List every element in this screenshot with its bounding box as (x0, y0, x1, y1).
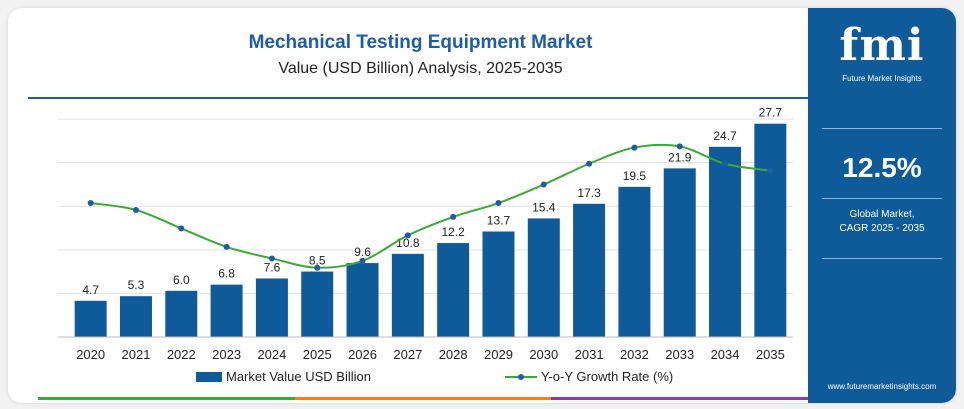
bar-2032 (618, 186, 651, 337)
title-divider (28, 97, 813, 99)
chart-area: Mechanical Testing Equipment Market Valu… (28, 26, 813, 403)
data-label-2034: 24.7 (713, 129, 737, 143)
legend-item-growth-rate: Y-o-Y Growth Rate (%) (505, 369, 673, 384)
growth-point-2021 (132, 206, 139, 213)
bar-2022 (165, 290, 198, 337)
x-tick-2032: 2032 (620, 347, 649, 362)
data-label-2030: 15.4 (532, 200, 556, 214)
side-panel: fmi Future Market Insights 12.5% Global … (808, 8, 956, 403)
growth-point-2033 (676, 143, 683, 150)
growth-point-2024 (268, 255, 275, 262)
bar-2028 (437, 243, 470, 337)
x-tick-2033: 2033 (665, 347, 694, 362)
legend-item-market-value: Market Value USD Billion (196, 369, 371, 384)
logo-letters: fmi (839, 20, 925, 71)
side-divider-top (822, 128, 942, 129)
bar-2029 (482, 231, 515, 337)
growth-point-2027 (404, 232, 411, 239)
legend-label-growth-rate: Y-o-Y Growth Rate (%) (541, 369, 674, 384)
cagr-label-line1: Global Market, (849, 209, 915, 220)
x-tick-2034: 2034 (711, 347, 740, 362)
chart-legend: Market Value USD Billion Y-o-Y Growth Ra… (28, 369, 813, 389)
bar-2034 (709, 146, 742, 337)
strip-segment-green (38, 397, 295, 400)
color-strip (38, 397, 809, 400)
x-tick-2030: 2030 (529, 347, 558, 362)
bar-2023 (210, 284, 243, 337)
data-label-2033: 21.9 (668, 150, 692, 164)
strip-segment-purple (551, 397, 809, 400)
bar-2031 (573, 203, 606, 337)
side-divider-middle (822, 198, 942, 199)
data-label-2032: 19.5 (623, 169, 647, 183)
side-divider-bottom (822, 258, 942, 259)
x-tick-2022: 2022 (167, 347, 196, 362)
cagr-label: Global Market, CAGR 2025 - 2035 (808, 208, 956, 236)
fmi-logo: fmi Future Market Insights (808, 20, 956, 84)
growth-point-2030 (540, 181, 547, 188)
x-tick-2029: 2029 (484, 347, 513, 362)
data-label-2023: 6.8 (218, 267, 235, 281)
data-label-2020: 4.7 (82, 283, 99, 297)
data-label-2022: 6.0 (173, 273, 190, 287)
bar-2033 (663, 168, 696, 337)
strip-segment-orange (294, 397, 552, 400)
x-tick-2031: 2031 (575, 347, 604, 362)
x-tick-2025: 2025 (303, 347, 332, 362)
growth-point-2028 (450, 213, 457, 220)
growth-point-2023 (223, 243, 230, 250)
legend-label-market-value: Market Value USD Billion (226, 369, 371, 384)
chart-title: Mechanical Testing Equipment Market (248, 32, 593, 53)
cagr-value: 12.5% (842, 152, 922, 183)
growth-point-2025 (314, 264, 321, 271)
bar-2027 (391, 253, 424, 337)
growth-rate-line (90, 143, 771, 269)
x-tick-2026: 2026 (348, 347, 377, 362)
data-label-2025: 8.5 (309, 254, 326, 268)
chart-subtitle: Value (USD Billion) Analysis, 2025-2035 (278, 60, 563, 77)
x-tick-2024: 2024 (257, 347, 286, 362)
growth-point-2035 (767, 167, 774, 174)
data-label-2035: 27.7 (759, 106, 783, 120)
bar-2025 (301, 271, 334, 337)
growth-point-2032 (631, 144, 638, 151)
growth-point-2034 (722, 160, 729, 167)
bar-2020 (74, 300, 107, 337)
data-label-2028: 12.2 (441, 225, 465, 239)
bar-2026 (346, 263, 379, 337)
bar-2035 (754, 123, 787, 338)
bar-2024 (255, 278, 288, 337)
legend-bar-swatch (196, 371, 222, 382)
x-tick-2035: 2035 (756, 347, 785, 362)
chart-card: Mechanical Testing Equipment Market Valu… (8, 8, 956, 403)
bar-2021 (119, 296, 152, 337)
data-label-2021: 5.3 (128, 278, 145, 292)
website-url: www.futuremarketinsights.com (827, 382, 937, 391)
bar-2030 (527, 218, 560, 337)
data-label-2029: 13.7 (487, 214, 511, 228)
chart-plot: 4.7 5.3 6.0 6.8 7.6 8.59.610.812.213.715.417.… (58, 106, 793, 362)
logo-tagline: Future Market Insights (842, 74, 922, 83)
data-label-2026: 9.6 (354, 245, 371, 259)
growth-point-2026 (359, 257, 366, 264)
x-tick-2020: 2020 (76, 347, 105, 362)
growth-point-2029 (495, 200, 502, 207)
growth-point-2022 (178, 225, 185, 232)
x-tick-2021: 2021 (122, 347, 151, 362)
growth-point-2031 (586, 160, 593, 167)
cagr-label-line2: CAGR 2025 - 2035 (839, 223, 925, 234)
data-label-2031: 17.3 (577, 186, 601, 200)
x-tick-2027: 2027 (393, 347, 422, 362)
growth-point-2020 (87, 200, 94, 207)
data-label-2024: 7.6 (264, 260, 281, 274)
x-tick-2028: 2028 (439, 347, 468, 362)
x-tick-2023: 2023 (212, 347, 241, 362)
legend-line-swatch (505, 372, 537, 382)
